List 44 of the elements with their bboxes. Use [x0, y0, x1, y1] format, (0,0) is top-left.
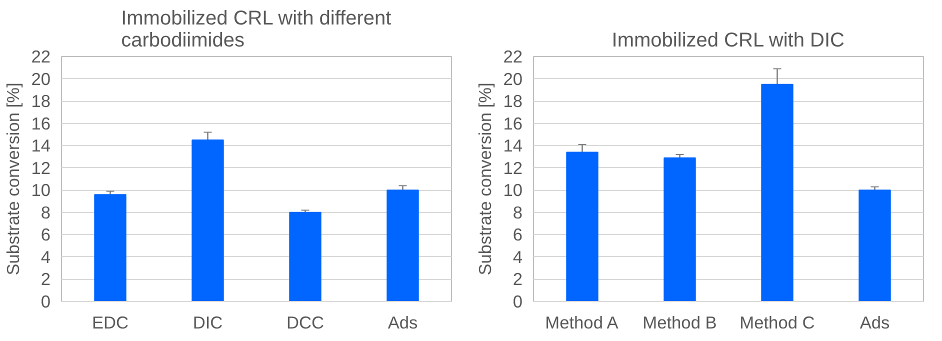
y-tick-label: 18 — [31, 91, 51, 112]
y-axis-title: Substrate conversion [%] — [3, 82, 24, 276]
y-tick-label: 10 — [503, 180, 523, 200]
y-tick-label: 18 — [503, 91, 523, 112]
bar — [289, 212, 322, 302]
x-tick-label: Method B — [642, 312, 717, 332]
bar — [94, 194, 126, 302]
y-tick-label: 2 — [40, 269, 51, 290]
x-tick-label: Method A — [545, 312, 619, 332]
y-tick-label: 12 — [31, 158, 51, 178]
y-tick-label: 22 — [31, 46, 51, 66]
y-tick-label: 20 — [503, 68, 523, 89]
bar — [664, 157, 696, 302]
bar — [566, 152, 598, 302]
x-tick-label: EDC — [92, 312, 129, 332]
y-tick-label: 16 — [503, 113, 523, 134]
y-tick-label: 14 — [503, 136, 523, 156]
x-tick-label: Ads — [860, 312, 890, 332]
y-tick-label: 14 — [31, 136, 51, 156]
y-tick-label: 12 — [503, 158, 523, 178]
x-tick-label: DIC — [192, 312, 223, 332]
y-tick-label: 16 — [31, 113, 51, 134]
y-tick-label: 6 — [40, 224, 51, 245]
y-tick-label: 0 — [40, 292, 51, 312]
y-tick-label: 4 — [40, 246, 51, 267]
x-tick-label: Ads — [388, 312, 418, 332]
x-tick-label: DCC — [286, 312, 324, 332]
chart-title: Immobilized CRL with different carbodiimides — [121, 8, 392, 52]
y-tick-label: 2 — [512, 269, 523, 290]
bar — [858, 190, 891, 302]
y-tick-label: 22 — [503, 46, 523, 66]
y-tick-label: 8 — [512, 202, 523, 222]
bar — [761, 84, 794, 302]
y-tick-label: 8 — [40, 202, 51, 222]
y-tick-label: 20 — [31, 68, 51, 89]
y-tick-label: 4 — [512, 246, 523, 267]
y-tick-label: 10 — [31, 180, 51, 200]
y-axis-title: Substrate conversion [%] — [475, 82, 496, 276]
bar — [192, 140, 224, 302]
y-tick-label: 0 — [512, 292, 523, 312]
x-tick-label: Method C — [740, 312, 815, 332]
chart-title: Immobilized CRL with DIC — [612, 30, 844, 52]
y-tick-label: 6 — [512, 224, 523, 245]
bar — [386, 190, 419, 302]
